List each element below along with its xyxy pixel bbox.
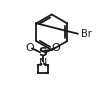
Text: Br: Br [81, 29, 92, 39]
Text: O: O [52, 43, 61, 53]
Text: S: S [38, 46, 47, 59]
Text: N: N [39, 58, 47, 68]
Text: O: O [25, 43, 34, 53]
